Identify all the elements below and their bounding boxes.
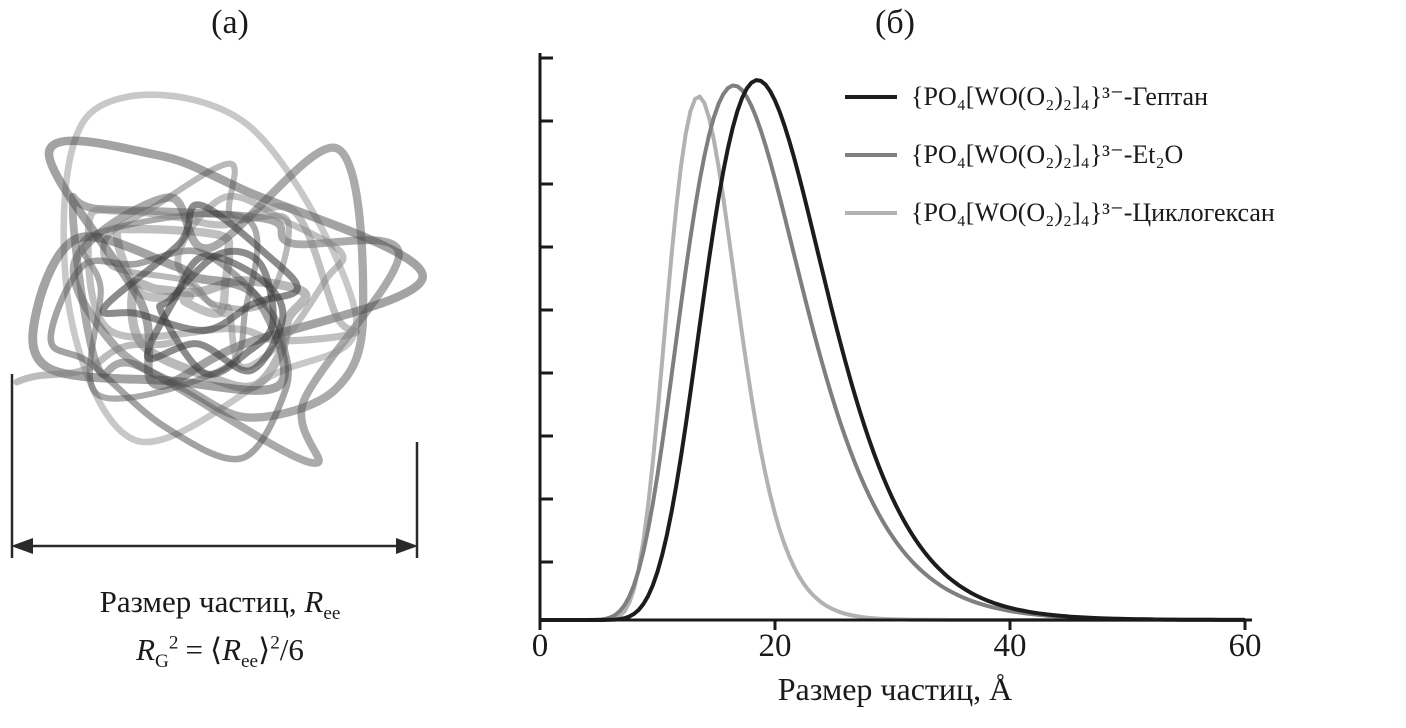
polymer-coil-illustration xyxy=(10,91,427,558)
coil-tail-strand xyxy=(13,336,181,386)
particle-size-caption: Размер частиц, Ree xyxy=(0,584,440,625)
x-axis-ticks xyxy=(538,620,1247,630)
caption-subscript: ee xyxy=(323,603,341,625)
x-tick-label-0: 0 xyxy=(531,628,549,664)
panel-a-label: (а) xyxy=(211,4,249,41)
coil-loops xyxy=(28,91,427,467)
legend-label-cyclohexane: {PO₄[WO(O₂)₂]₄}³⁻-Циклогексан xyxy=(911,198,1275,227)
panel-b-label: (б) xyxy=(875,4,915,41)
size-distribution-chart xyxy=(538,53,1252,630)
y-axis-ticks xyxy=(540,56,553,564)
caption-text: Размер частиц, xyxy=(99,584,305,619)
legend-line-swatch-cyclohexane xyxy=(845,211,897,215)
legend-item-heptane: {PO₄[WO(O₂)₂]₄}³⁻-Гептан xyxy=(845,68,1275,126)
legend-line-swatch-et2o xyxy=(845,153,897,157)
x-tick-label-60: 60 xyxy=(1228,628,1262,664)
legend-label-heptane: {PO₄[WO(O₂)₂]₄}³⁻-Гептан xyxy=(911,82,1208,111)
legend-line-swatch-heptane xyxy=(845,95,897,99)
legend-label-et2o: {PO₄[WO(O₂)₂]₄}³⁻-Et₂O xyxy=(911,140,1184,169)
arrow-head-right xyxy=(396,538,418,554)
caption-symbol: R xyxy=(304,584,324,619)
arrow-head-left xyxy=(11,538,33,554)
size-arrow xyxy=(10,374,419,558)
x-tick-label-40: 40 xyxy=(993,628,1027,664)
x-tick-label-20: 20 xyxy=(758,628,792,664)
chart-legend: {PO₄[WO(O₂)₂]₄}³⁻-Гептан {PO₄[WO(O₂)₂]₄}… xyxy=(845,68,1275,242)
panel-a: (а) Размер частиц, Ree RG2 = ⟨Ree⟩2/6 xyxy=(0,0,460,728)
legend-item-cyclohexane: {PO₄[WO(O₂)₂]₄}³⁻-Циклогексан xyxy=(845,184,1275,242)
x-axis-label: Размер частиц, Å xyxy=(777,671,1013,707)
panel-b: (б) {PO₄[WO(O₂)₂]₄}³⁻-Гептан {PO₄[WO(O₂)… xyxy=(500,0,1406,728)
gyration-radius-formula: RG2 = ⟨Ree⟩2/6 xyxy=(136,632,304,673)
legend-item-et2o: {PO₄[WO(O₂)₂]₄}³⁻-Et₂O xyxy=(845,126,1275,184)
